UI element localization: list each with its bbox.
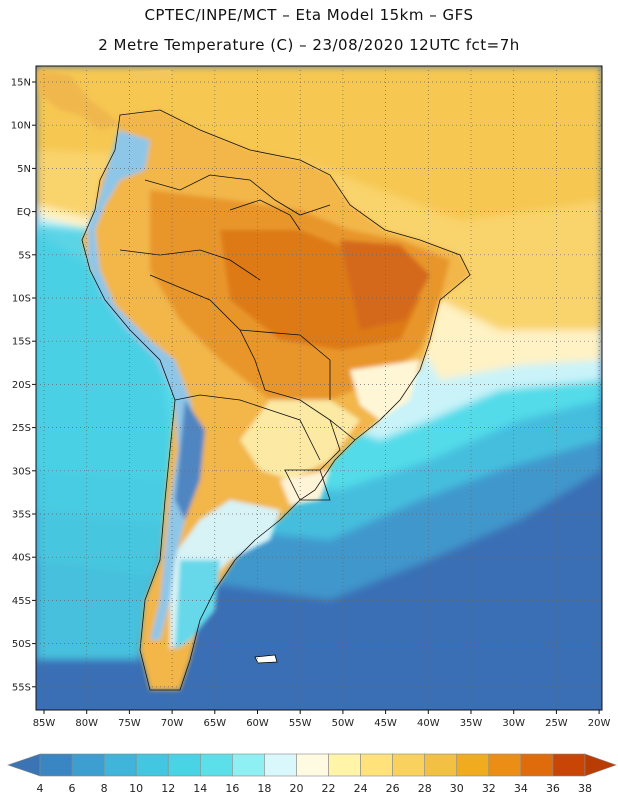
colorbar-swatch [360,753,393,777]
latitude-labels: 15N 10N 5N EQ 5S 10S 15S 20S 25S 30S 35S 40S 45S 50S 5… [11,78,36,693]
colorbar-swatch [232,753,265,777]
country-borders [81,109,471,691]
lat-label: 25S [12,423,31,434]
lat-label: 15N [11,78,31,89]
lon-label: 75W [118,718,141,729]
title-line-2: 2 Metre Temperature (C) – 23/08/2020 12U… [98,36,520,54]
lon-label: 25W [545,718,568,729]
map-frame [35,65,603,711]
temperature-field [36,66,602,710]
colorbar-swatch [135,753,169,777]
lat-label: 15S [12,337,31,348]
colorbar-label: 28 [418,782,432,795]
longitude-labels: 85W 80W 75W 70W 65W 60W 55W 50W 45W 40W 35W 30W 25W 2… [33,710,611,729]
lat-lon-grid [36,66,602,710]
lat-label: 50S [12,639,31,650]
lon-label: 30W [502,718,525,729]
colorbar-swatch [552,753,586,777]
colorbar-swatch [39,753,73,777]
colorbar-label: 8 [101,782,108,795]
title-line-1: CPTEC/INPE/MCT – Eta Model 15km – GFS [144,6,474,24]
lon-label: 60W [246,718,269,729]
colorbar-arrow-high [584,753,617,777]
lon-label: 20W [588,718,611,729]
colorbar: 4 6 8 10 12 14 16 18 20 22 24 26 28 30 32 34 36 38 [7,753,617,795]
colorbar-label: 38 [578,782,592,795]
colorbar-label: 20 [289,782,303,795]
colorbar-label: 30 [450,782,464,795]
colorbar-label: 12 [161,782,175,795]
colorbar-label: 18 [257,782,271,795]
lat-label: 35S [12,510,31,521]
colorbar-label: 16 [225,782,239,795]
lat-label: 55S [12,682,31,693]
colorbar-swatch [199,753,233,777]
colorbar-swatch [328,753,361,777]
colorbar-swatch [520,753,554,777]
colorbar-swatch [71,753,105,777]
colorbar-label: 24 [354,782,368,795]
colorbar-swatch [264,753,297,777]
lat-label: 40S [12,553,31,564]
lat-label: 10S [12,294,31,305]
colorbar-label: 22 [322,782,336,795]
colorbar-swatch [424,753,458,777]
lon-label: 35W [460,718,483,729]
colorbar-label: 6 [69,782,76,795]
colorbar-label: 36 [546,782,560,795]
lon-label: 70W [161,718,184,729]
lat-label: 30S [12,466,31,477]
colorbar-swatch [392,753,426,777]
lon-label: 40W [417,718,440,729]
lat-label: EQ [17,207,31,218]
lon-label: 80W [75,718,98,729]
colorbar-arrow-low [7,753,41,777]
lat-label: 5N [17,164,31,175]
colorbar-label: 32 [482,782,496,795]
lon-label: 50W [332,718,355,729]
colorbar-label: 4 [37,782,44,795]
lat-label: 20S [12,380,31,391]
colorbar-label: 14 [193,782,207,795]
colorbar-label: 10 [129,782,143,795]
lon-label: 65W [203,718,226,729]
colorbar-swatch [488,753,522,777]
lat-label: 45S [12,596,31,607]
colorbar-swatch [167,753,201,777]
lon-label: 55W [289,718,312,729]
lon-label: 45W [374,718,397,729]
colorbar-swatch [103,753,137,777]
lat-label: 5S [18,250,31,261]
lat-label: 10N [11,121,31,132]
colorbar-label: 34 [514,782,528,795]
colorbar-label: 26 [386,782,400,795]
lon-label: 85W [33,718,56,729]
colorbar-swatch [456,753,490,777]
colorbar-swatch [296,753,329,777]
